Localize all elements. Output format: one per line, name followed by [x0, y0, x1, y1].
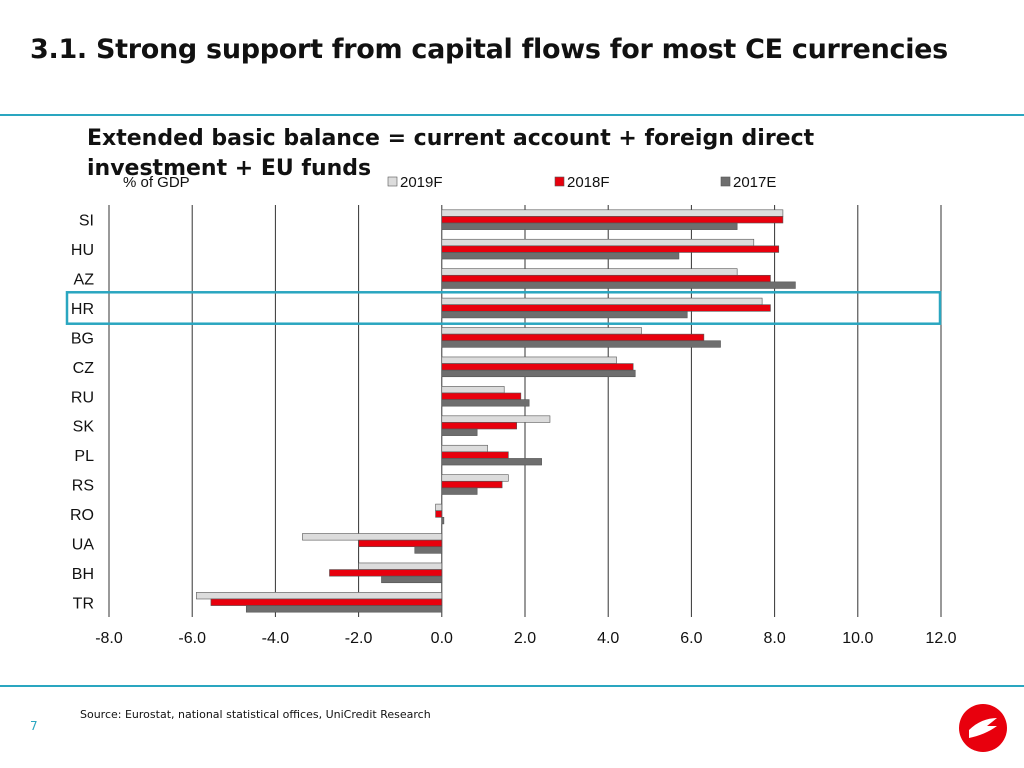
- bar-2018F-CZ: [441, 363, 634, 371]
- bar-2018F-PL: [441, 451, 509, 459]
- bars: [196, 209, 796, 613]
- bar-2018F-BH: [329, 569, 443, 577]
- bar-2017E-RS: [441, 487, 478, 495]
- legend-swatch-2018F: [554, 176, 565, 187]
- legend-swatch-2019F: [387, 176, 398, 187]
- bar-2017E-BG: [441, 340, 721, 348]
- source-note: Source: Eurostat, national statistical o…: [80, 708, 431, 721]
- bar-2017E-CZ: [441, 369, 636, 378]
- category-label: BG: [71, 330, 94, 347]
- bar-2018F-RO: [435, 510, 443, 518]
- bar-2018F-SK: [441, 422, 517, 430]
- bar-2019F-TR: [196, 592, 443, 600]
- bar-2018F-RS: [441, 480, 503, 489]
- x-axis-ticks: -8.0 -6.0 -4.0 -2.0 0.0 2.0 4.0 6.0 8.0 10.0 12.0: [95, 630, 956, 647]
- bar-2017E-TR: [245, 605, 443, 613]
- bar-2017E-BH: [381, 575, 443, 584]
- bar-2019F-SI: [441, 209, 784, 217]
- highlight: [65, 291, 942, 325]
- category-label: SK: [73, 419, 95, 436]
- bar-2019F-RO: [435, 503, 443, 512]
- bar-2017E-HR: [441, 310, 688, 319]
- x-tick-label: 0.0: [431, 630, 453, 647]
- highlight-box-HR: [65, 291, 942, 325]
- bar-2019F-SK: [441, 415, 551, 423]
- legend-label: 2018F: [567, 174, 610, 191]
- bar-2019F-UA: [302, 533, 443, 541]
- bar-2019F-AZ: [441, 268, 738, 276]
- bar-2017E-SI: [441, 222, 738, 230]
- x-tick-label: -8.0: [95, 630, 123, 647]
- category-label: RU: [71, 389, 94, 406]
- gridlines: [108, 205, 942, 617]
- x-tick-label: -6.0: [178, 630, 206, 647]
- bar-2019F-PL: [441, 444, 488, 453]
- x-tick-label: 10.0: [842, 630, 873, 647]
- bar-2019F-HU: [441, 238, 755, 247]
- category-label: TR: [73, 595, 94, 612]
- bar-2018F-TR: [210, 598, 443, 606]
- x-tick-label: 2.0: [514, 630, 536, 647]
- category-label: HR: [71, 301, 94, 318]
- x-tick-label: 8.0: [763, 630, 785, 647]
- x-tick-label: -2.0: [345, 630, 373, 647]
- bar-2019F-RS: [441, 474, 509, 482]
- x-tick-label: 4.0: [597, 630, 619, 647]
- category-label: CZ: [73, 360, 95, 377]
- page-number: 7: [30, 719, 38, 733]
- unicredit-logo: [959, 704, 1007, 752]
- chart-subtitle: Extended basic balance = current account…: [87, 126, 815, 181]
- legend-label: 2017E: [733, 174, 776, 191]
- legend-label: 2019F: [400, 174, 443, 191]
- bar-2017E-RO: [441, 516, 445, 525]
- bar-2019F-BH: [358, 562, 443, 570]
- x-tick-label: -4.0: [262, 630, 290, 647]
- category-labels: SI HU AZ HR BG CZ RU SK PL RS RO UA BH TR: [70, 213, 94, 613]
- bar-2017E-HU: [441, 252, 680, 260]
- category-label: SI: [79, 213, 94, 230]
- bar-2018F-SI: [441, 216, 784, 224]
- bar-2019F-CZ: [441, 356, 617, 364]
- x-tick-label: 12.0: [925, 630, 956, 647]
- bottom-divider: [0, 685, 1024, 687]
- chart-legend: % of GDP 2019F 2018F 2017E: [123, 174, 776, 191]
- bar-2017E-UA: [414, 546, 443, 554]
- category-label: AZ: [74, 272, 95, 289]
- bar-2018F-UA: [358, 539, 443, 548]
- bar-2019F-RU: [441, 386, 505, 394]
- category-label: HU: [71, 242, 94, 259]
- slide-title: 3.1. Strong support from capital flows f…: [30, 34, 948, 65]
- legend-swatch-2017E: [720, 176, 731, 187]
- bar-2017E-PL: [441, 458, 542, 466]
- unit-label: % of GDP: [123, 174, 190, 191]
- bar-2017E-AZ: [441, 281, 796, 289]
- category-label: PL: [74, 448, 94, 465]
- bar-2018F-HR: [441, 304, 771, 312]
- x-tick-label: 6.0: [680, 630, 702, 647]
- bar-2017E-SK: [441, 428, 478, 436]
- category-label: UA: [72, 536, 95, 553]
- bar-2018F-BG: [441, 333, 705, 342]
- bar-2019F-HR: [441, 297, 763, 306]
- category-label: BH: [72, 566, 94, 583]
- bar-2017E-RU: [441, 399, 530, 407]
- bar-2018F-AZ: [441, 274, 771, 283]
- bar-2018F-RU: [441, 392, 522, 400]
- bar-2019F-BG: [441, 327, 642, 335]
- category-label: RO: [70, 507, 94, 524]
- top-divider: [0, 114, 1024, 116]
- category-label: RS: [72, 478, 94, 495]
- bar-2018F-HU: [441, 245, 780, 253]
